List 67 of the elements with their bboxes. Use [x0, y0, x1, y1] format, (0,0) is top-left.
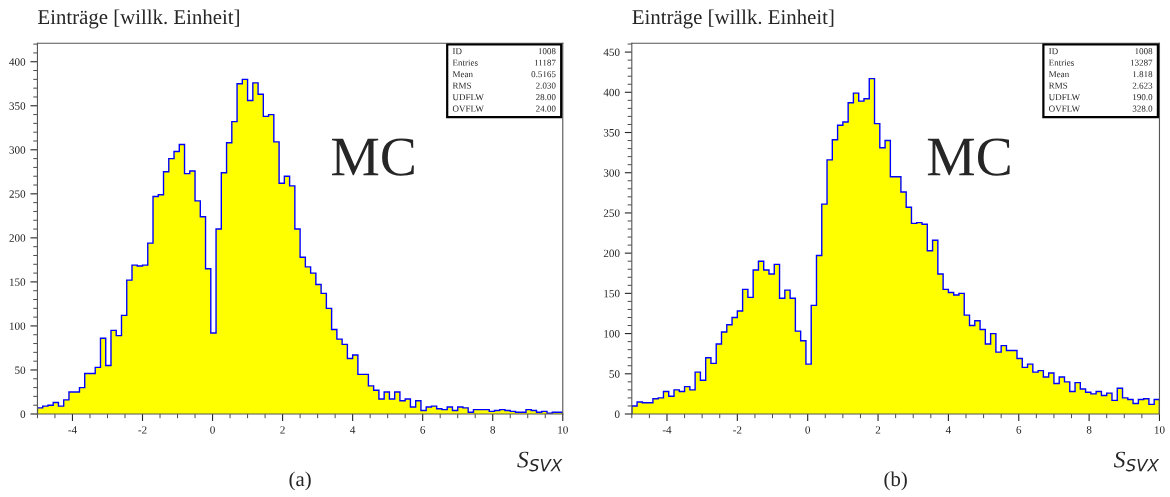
annotation: 2.030 [536, 82, 556, 89]
annotation: OVFLW [1049, 105, 1081, 112]
annotation: 1.818 [1133, 71, 1153, 78]
annotation: Entries [1048, 59, 1074, 66]
x-tick-label: 2 [280, 426, 285, 434]
x-tick-label: -4 [68, 426, 77, 434]
annotation: MC [927, 138, 1010, 176]
x-tick-label: 8 [490, 426, 496, 434]
annotation: 0.5165 [531, 71, 556, 78]
annotation: ID [452, 48, 462, 55]
y-tick-label: 400 [603, 88, 620, 97]
x-tick-label: 10 [1154, 426, 1165, 434]
x-tick-label: 2 [875, 426, 881, 434]
y-tick-label: 100 [604, 330, 620, 338]
x-axis-title: S$_{SVX}$ [517, 451, 563, 472]
y-tick-label: 50 [15, 366, 26, 374]
x-tick-label: 4 [350, 426, 356, 434]
y-tick-label: 200 [9, 234, 26, 242]
x-tick-label: 10 [558, 426, 568, 434]
y-tick-label: 0 [20, 410, 26, 418]
y-tick-label: 450 [603, 48, 620, 57]
annotation: 24.00 [536, 105, 556, 112]
y-axis-title: Einträge [willk. Einheit] [38, 9, 239, 29]
y-tick-label: 100 [9, 322, 26, 330]
annotation: 1008 [538, 48, 556, 55]
annotation: UDFLW [452, 94, 484, 101]
annotation: 328.0 [1132, 105, 1153, 112]
y-tick-label: 0 [614, 410, 620, 418]
annotation: 13287 [1130, 59, 1153, 66]
x-tick-label: 0 [805, 426, 811, 434]
x-axis-title: S$_{SVX}$ [1113, 451, 1160, 472]
y-axis-title: Einträge [willk. Einheit] [632, 9, 834, 29]
y-tick-label: 350 [603, 128, 620, 137]
y-tick-label: 150 [9, 278, 26, 286]
annotation: 190.0 [1133, 94, 1153, 101]
annotation: MC [332, 138, 414, 176]
annotation: 1008 [1135, 48, 1153, 55]
annotation: 28.00 [536, 94, 556, 101]
annotation: Mean [452, 71, 473, 78]
y-tick-label: 250 [603, 209, 620, 217]
annotation: OVFLW [452, 105, 484, 112]
annotation: 2.623 [1132, 82, 1153, 89]
annotation: Entries [452, 59, 478, 66]
annotation: Mean [1048, 71, 1070, 78]
annotation: UDFLW [1048, 94, 1081, 101]
text: (a) [289, 471, 311, 491]
y-tick-label: 50 [609, 370, 620, 378]
x-tick-label: -2 [138, 426, 147, 434]
annotation: 11187 [534, 59, 556, 66]
y-tick-label: 250 [9, 190, 26, 198]
annotation: ID [1048, 48, 1058, 55]
y-tick-label: 350 [9, 102, 26, 110]
x-tick-label: 4 [945, 426, 952, 434]
x-tick-label: 6 [420, 426, 426, 434]
annotation: RMS [452, 82, 471, 89]
x-tick-label: -4 [662, 426, 672, 434]
x-tick-label: 6 [1016, 426, 1022, 434]
annotation: RMS [1048, 82, 1068, 89]
y-tick-label: 300 [603, 169, 620, 177]
y-tick-label: 150 [604, 289, 620, 298]
y-tick-label: 300 [9, 146, 26, 154]
y-tick-label: 400 [9, 58, 26, 66]
text: (b) [884, 471, 907, 491]
x-tick-label: 8 [1086, 426, 1092, 434]
y-tick-label: 200 [603, 249, 620, 258]
x-tick-label: 0 [210, 426, 215, 434]
x-tick-label: -2 [733, 426, 742, 434]
